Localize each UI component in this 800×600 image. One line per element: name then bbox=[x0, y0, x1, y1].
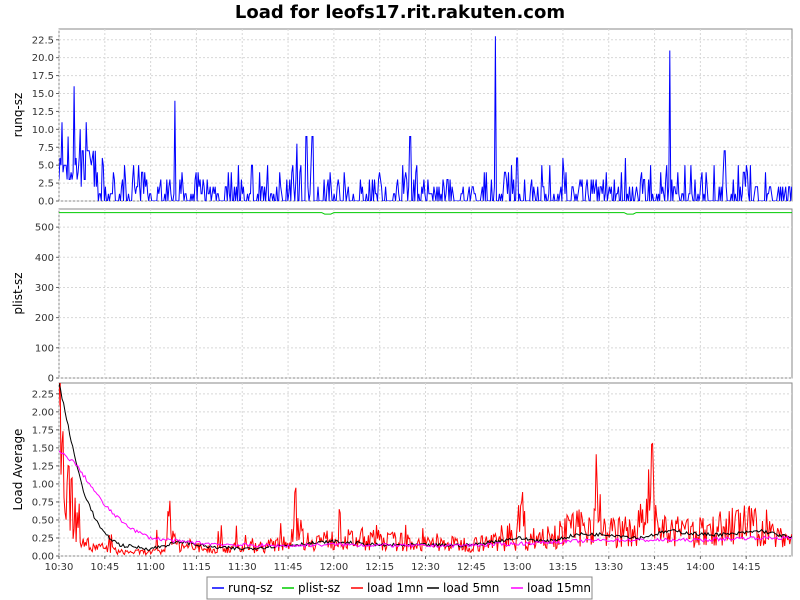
x-tick-label: 13:45 bbox=[640, 562, 669, 573]
y-tick-label: 0.25 bbox=[32, 533, 54, 544]
y-tick-label: 7.5 bbox=[38, 143, 54, 154]
x-tick-label: 13:15 bbox=[549, 562, 578, 573]
x-tick-label: 14:00 bbox=[686, 562, 715, 573]
chart-title: Load for leofs17.rit.rakuten.com bbox=[235, 2, 565, 23]
series-line-load-15mn bbox=[59, 450, 792, 549]
x-axis: 10:30 10:45 11:00 11:15 11:30 11:45 12:00 12:15… bbox=[45, 556, 761, 573]
x-tick-label: 14:15 bbox=[732, 562, 761, 573]
y-tick-label: 2.5 bbox=[38, 179, 54, 190]
y-tick-label: 5.0 bbox=[38, 161, 54, 172]
y-tick-label: 0.0 bbox=[38, 197, 54, 208]
y-tick-label: 2.25 bbox=[32, 389, 54, 400]
y-tick-label: 200 bbox=[35, 313, 54, 324]
x-tick-label: 11:30 bbox=[228, 562, 257, 573]
y-tick-label: 0.75 bbox=[32, 497, 54, 508]
y-axis-label: plist-sz bbox=[11, 272, 25, 314]
y-axis-label: runq-sz bbox=[11, 93, 25, 138]
x-tick-label: 13:00 bbox=[503, 562, 532, 573]
y-tick-label: 1.75 bbox=[32, 425, 54, 436]
series-line-runq-sz bbox=[59, 36, 792, 201]
series-line-plist-sz bbox=[59, 212, 792, 215]
chart-panels: 0.0 2.5 5.0 7.5 10.0 12.5 15.0 17.5 20.0 22.5 runq… bbox=[11, 28, 793, 563]
y-axis-label: Load Average bbox=[11, 429, 25, 511]
y-tick-label: 0 bbox=[48, 374, 54, 385]
y-tick-label: 1.25 bbox=[32, 461, 54, 472]
series-group bbox=[59, 36, 792, 201]
legend-entry: runq-sz bbox=[228, 581, 273, 595]
y-tick-label: 12.5 bbox=[32, 107, 54, 118]
legend-entry: plist-sz bbox=[298, 581, 340, 595]
y-tick-label: 0.50 bbox=[32, 515, 54, 526]
y-tick-label: 10.0 bbox=[32, 125, 54, 136]
y-tick-label: 1.00 bbox=[32, 479, 54, 490]
legend-entry: load 1mn bbox=[367, 581, 423, 595]
panel-3: 0.00 0.25 0.50 0.75 1.00 1.25 1.50 1.75 2.00 2.25… bbox=[11, 382, 793, 563]
y-tick-label: 17.5 bbox=[32, 71, 54, 82]
x-tick-label: 12:00 bbox=[319, 562, 348, 573]
series-group bbox=[59, 383, 792, 556]
y-tick-label: 15.0 bbox=[32, 89, 54, 100]
y-tick-label: 100 bbox=[35, 343, 54, 354]
x-tick-label: 12:15 bbox=[365, 562, 394, 573]
y-tick-label: 1.50 bbox=[32, 443, 54, 454]
x-tick-label: 13:30 bbox=[594, 562, 623, 573]
panel-2: 0 100 200 300 400 500 plist-sz bbox=[11, 208, 793, 385]
y-tick-label: 2.00 bbox=[32, 407, 54, 418]
x-tick-label: 12:45 bbox=[457, 562, 486, 573]
legend-entry: load 5mn bbox=[443, 581, 499, 595]
x-tick-label: 10:30 bbox=[45, 562, 74, 573]
y-tick-label: 0.00 bbox=[32, 552, 54, 563]
series-group bbox=[59, 212, 792, 215]
x-tick-label: 10:45 bbox=[90, 562, 119, 573]
y-tick-label: 300 bbox=[35, 283, 54, 294]
x-tick-label: 11:45 bbox=[274, 562, 303, 573]
legend-box bbox=[206, 576, 593, 600]
panel-1: 0.0 2.5 5.0 7.5 10.0 12.5 15.0 17.5 20.0 22.5 runq… bbox=[11, 28, 793, 208]
legend-entry: load 15mn bbox=[527, 581, 591, 595]
y-tick-label: 22.5 bbox=[32, 35, 54, 46]
y-tick-label: 20.0 bbox=[32, 53, 54, 64]
y-tick-label: 500 bbox=[35, 223, 54, 234]
y-tick-label: 400 bbox=[35, 253, 54, 264]
legend: runq-sz plist-sz load 1mn load 5mn load 15mn bbox=[206, 576, 593, 600]
x-tick-label: 11:15 bbox=[182, 562, 211, 573]
x-tick-label: 12:30 bbox=[411, 562, 440, 573]
x-tick-label: 11:00 bbox=[136, 562, 165, 573]
